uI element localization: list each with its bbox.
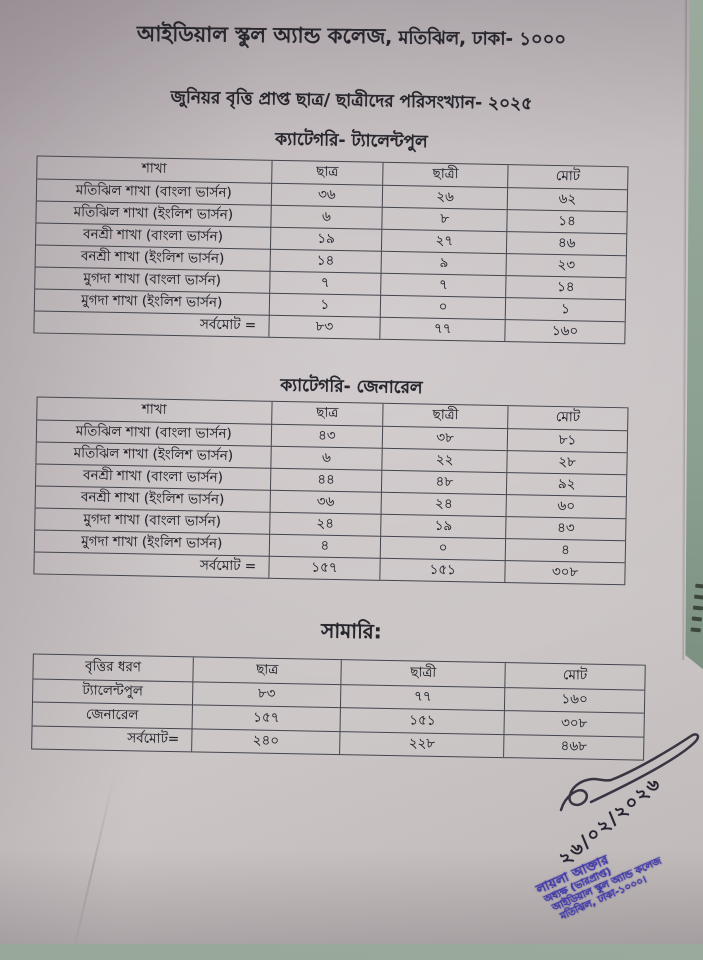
total-cell: ২৩ <box>505 253 626 278</box>
total-cell: ১৪ <box>505 275 626 300</box>
general-table: শাখা ছাত্র ছাত্রী মোট মতিঝিল শাখা (বাংলা… <box>33 396 629 586</box>
boys-cell: ৪৪ <box>269 467 382 492</box>
grand-total-boys: ১৫৭ <box>267 555 380 580</box>
boys-cell: ৭ <box>268 270 381 295</box>
column-header-girls: ছাত্রী <box>382 162 508 188</box>
girls-cell: ৮ <box>381 206 507 232</box>
total-cell: ৪৬ <box>506 231 627 256</box>
total-cell: ২৮ <box>506 450 627 475</box>
column-header-boys: ছাত্র <box>192 657 342 684</box>
boys-cell: ৬ <box>269 204 382 229</box>
grand-total-label: সর্বমোট = <box>34 310 269 337</box>
girls-cell: ২২ <box>381 447 507 473</box>
column-header-girls: ছাত্রী <box>382 403 508 429</box>
grand-total-label: সর্বমোট = <box>34 551 269 578</box>
girls-cell: ৭ <box>380 272 506 298</box>
total-cell: ১৪ <box>506 209 627 234</box>
grand-total-total: ১৬০ <box>504 319 625 344</box>
grand-total-girls: ২২৮ <box>339 730 504 758</box>
grand-total-label: সর্বমোট= <box>32 724 192 752</box>
column-header-total: মোট <box>507 406 628 431</box>
school-location: , মতিঝিল, ঢাকা- ১০০০ <box>385 27 567 51</box>
principal-signature <box>559 733 700 812</box>
column-header-total: মোট <box>504 663 645 690</box>
total-cell: ৪৩ <box>505 516 626 541</box>
boys-cell: ৮৩ <box>191 680 341 708</box>
grand-total-total: ৩০৮ <box>504 560 625 585</box>
page-title: আইডিয়াল স্কুল অ্যান্ড কলেজ, মতিঝিল, ঢাক… <box>0 16 703 58</box>
column-header-scholarship-type: বৃত্তির ধরণ <box>84 658 142 676</box>
boys-cell: ৩৬ <box>270 182 383 207</box>
total-cell: ৯২ <box>506 472 627 497</box>
column-header-boys: ছাত্র <box>270 160 383 185</box>
girls-cell: ২৭ <box>381 228 507 254</box>
boys-cell: ২৪ <box>268 511 381 536</box>
boys-cell: ৪৩ <box>270 423 383 448</box>
column-header-girls: ছাত্রী <box>340 660 505 687</box>
column-header-total: মোট <box>507 165 628 190</box>
total-cell: ৮১ <box>506 428 628 453</box>
school-name: আইডিয়াল স্কুল অ্যান্ড কলেজ <box>136 21 386 49</box>
girls-cell: ৪৮ <box>381 469 507 495</box>
boys-cell: ৪ <box>268 533 381 558</box>
girls-cell: ৭৭ <box>340 683 505 711</box>
grand-total-boys: ৮৩ <box>267 314 380 339</box>
grand-total-girls: ৭৭ <box>379 316 505 342</box>
boys-cell: ১৫৭ <box>191 704 341 731</box>
total-cell: ১৬০ <box>503 686 645 713</box>
boys-cell: ৬ <box>269 445 382 470</box>
girls-cell: ২৬ <box>381 184 508 210</box>
type-cell: ট্যালেন্টপুল <box>33 677 193 705</box>
grand-total-boys: ২৪০ <box>190 727 340 755</box>
column-header-boys: ছাত্র <box>270 401 383 426</box>
girls-cell: ১৫১ <box>339 707 504 734</box>
talentpool-table: শাখা ছাত্র ছাত্রী মোট মতিঝিল শাখা (বাংলা… <box>33 155 629 345</box>
boys-cell: ১৪ <box>269 248 382 273</box>
total-cell: ৬০ <box>505 494 626 519</box>
grand-total-girls: ১৫১ <box>379 557 505 583</box>
boys-cell: ৩৬ <box>269 489 382 514</box>
total-cell: ১ <box>504 297 626 322</box>
type-cell: জেনারেল <box>32 701 192 728</box>
girls-cell: ০ <box>379 535 506 561</box>
girls-cell: ৯ <box>380 250 507 276</box>
girls-cell: ১৯ <box>380 513 506 539</box>
boys-cell: ১৯ <box>269 226 382 251</box>
girls-cell: ২৪ <box>380 491 507 517</box>
boys-cell: ১ <box>268 292 381 317</box>
total-cell: ৬২ <box>506 187 628 212</box>
total-cell: ৪ <box>504 538 626 563</box>
girls-cell: ৩৮ <box>381 425 508 451</box>
girls-cell: ০ <box>379 294 506 320</box>
